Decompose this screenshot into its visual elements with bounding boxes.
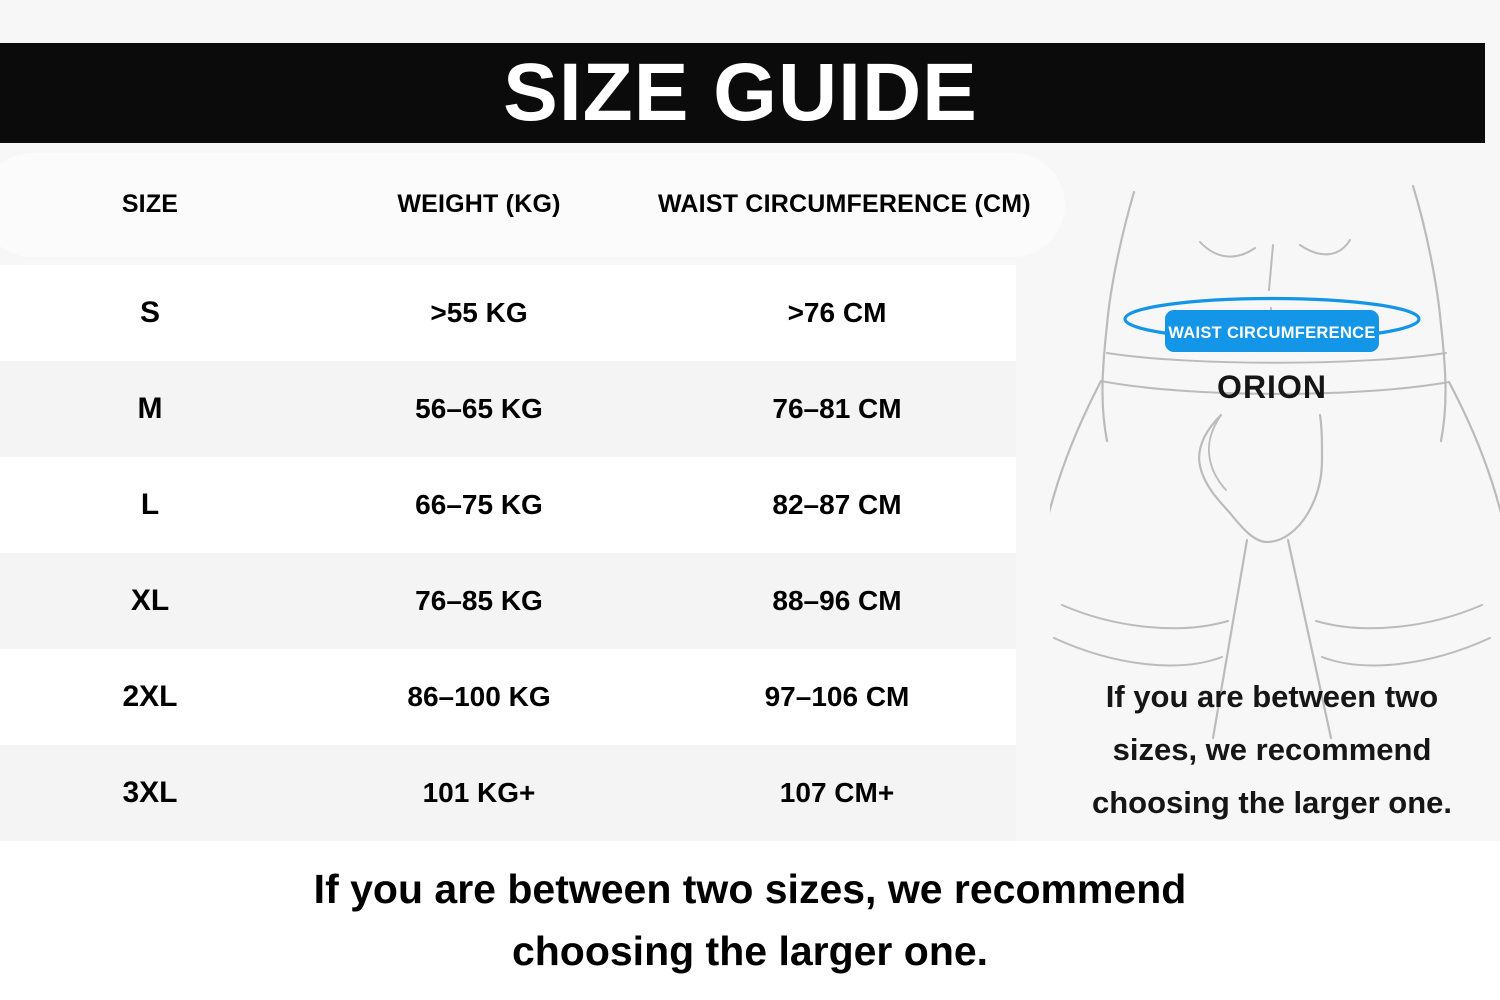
- svg-text:ORION: ORION: [1217, 369, 1327, 405]
- svg-text:WAIST CIRCUMFERENCE: WAIST CIRCUMFERENCE: [1168, 324, 1375, 342]
- svg-text:sizes, we recommend: sizes, we recommend: [1113, 732, 1432, 767]
- svg-text:choosing the larger one.: choosing the larger one.: [1092, 785, 1452, 820]
- svg-text:If you are between two: If you are between two: [1106, 679, 1438, 714]
